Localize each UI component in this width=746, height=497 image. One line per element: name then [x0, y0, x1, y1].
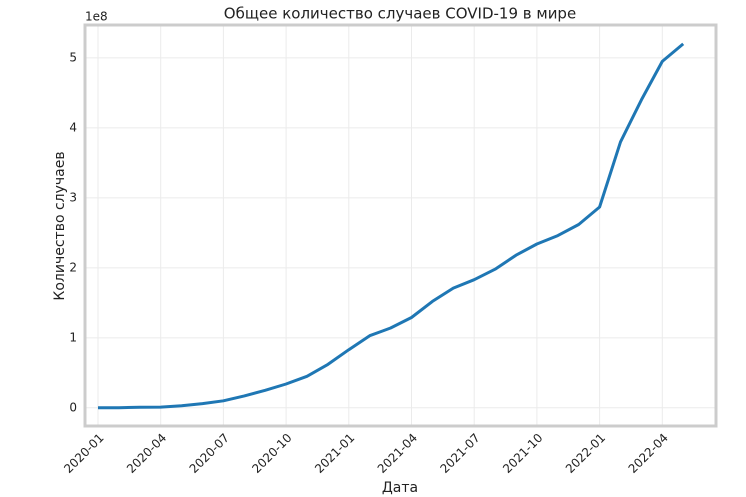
y-tick-label: 0 [69, 400, 77, 414]
x-tick-label: 2021-10 [500, 431, 545, 476]
x-tick-label: 2021-01 [312, 431, 357, 476]
x-tick-label: 2021-04 [375, 431, 420, 476]
x-tick-label: 2021-07 [437, 431, 482, 476]
y-offset-label: 1e8 [85, 10, 108, 24]
chart-title: Общее количество случаев COVID-19 в мире [224, 5, 576, 23]
y-tick-label: 5 [69, 50, 77, 64]
line-series [97, 42, 685, 410]
x-axis-label: Дата [382, 480, 418, 496]
y-tick-label: 1 [69, 330, 77, 344]
x-tick-label: 2020-07 [187, 431, 232, 476]
x-tick-label: 2020-01 [61, 431, 106, 476]
y-tick-label: 2 [69, 260, 77, 274]
x-tick-label: 2020-10 [249, 431, 294, 476]
x-tick-label: 2022-04 [626, 431, 671, 476]
y-tick-label: 3 [69, 190, 77, 204]
y-axis-label: Количество случаев [52, 151, 68, 300]
x-tick-label: 2022-01 [563, 431, 608, 476]
plot-frame [83, 23, 718, 428]
y-tick-label: 4 [69, 120, 77, 134]
x-tick-label: 2020-04 [124, 431, 169, 476]
